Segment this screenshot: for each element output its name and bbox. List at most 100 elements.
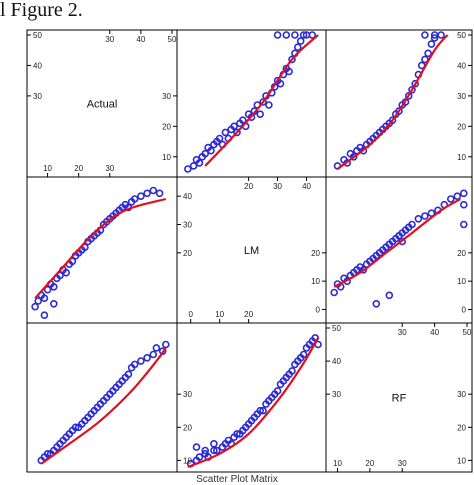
- tick-label: 30: [105, 164, 114, 173]
- data-point: [359, 265, 368, 274]
- tick-label: 20: [244, 182, 253, 191]
- variable-label-rf: RF: [392, 393, 407, 405]
- data-point: [210, 439, 218, 448]
- tick-label: 30: [273, 182, 282, 191]
- data-point: [299, 31, 308, 39]
- data-point: [195, 453, 204, 461]
- data-point: [56, 271, 64, 280]
- data-point: [195, 159, 204, 167]
- tick-label: 40: [332, 357, 341, 366]
- data-point: [31, 302, 39, 311]
- tick-label: 20: [183, 249, 192, 258]
- data-point: [427, 209, 436, 217]
- tick-label: 0: [316, 306, 321, 315]
- data-point: [285, 67, 293, 76]
- scatter-plot-matrix: Actual 10 20 30 30 40 50 30 40 50 10 20 30 LM 0 10 20 20 3…: [26, 29, 473, 473]
- tick-label: 50: [168, 35, 177, 44]
- smoother-curve: [336, 34, 449, 170]
- data-point: [459, 200, 468, 209]
- data-point: [388, 116, 397, 124]
- tick-label: 10: [162, 153, 171, 162]
- data-point: [239, 116, 247, 124]
- data-point: [265, 101, 273, 109]
- figure-caption-top: l Figure 2.: [0, 0, 83, 21]
- data-point: [43, 449, 52, 458]
- panel-frame-rf-rf: [325, 322, 473, 473]
- data-point: [414, 215, 423, 223]
- data-point: [421, 212, 429, 220]
- tick-label: 20: [74, 164, 83, 173]
- panel-actual-vs-rf: [333, 31, 449, 170]
- data-point: [213, 446, 221, 455]
- smoother-curve: [187, 337, 320, 469]
- data-point: [308, 31, 317, 39]
- panel-frame-lm-actual: [26, 176, 178, 324]
- data-point: [273, 31, 282, 39]
- panel-rf-vs-actual: [37, 340, 170, 465]
- data-point: [293, 43, 302, 52]
- data-point: [424, 49, 432, 58]
- data-point: [130, 195, 139, 203]
- data-point: [201, 446, 209, 455]
- data-point: [256, 406, 265, 415]
- data-point: [408, 220, 416, 229]
- variable-label-actual: Actual: [87, 99, 118, 111]
- data-point: [459, 220, 468, 229]
- tick-label: 30: [398, 328, 407, 337]
- data-point: [411, 79, 420, 88]
- data-point: [233, 430, 241, 438]
- smoother-curve: [40, 347, 167, 465]
- panel-frame-rf-lm: [176, 322, 327, 473]
- data-point: [430, 34, 439, 42]
- smoother-curve: [333, 198, 462, 288]
- panel-rf-vs-lm: [186, 334, 322, 469]
- data-point: [385, 291, 394, 300]
- tick-label: 40: [430, 328, 439, 337]
- tick-label: 50: [33, 31, 42, 40]
- tick-label: 40: [183, 192, 192, 201]
- data-point: [247, 113, 256, 121]
- tick-label: 50: [457, 31, 466, 40]
- data-point: [34, 297, 43, 305]
- data-point: [459, 189, 468, 198]
- tick-label: 50: [332, 324, 341, 333]
- tick-label: 10: [215, 310, 224, 319]
- tick-label: 10: [43, 164, 52, 173]
- tick-label: 30: [33, 92, 42, 101]
- tick-label: 30: [162, 92, 171, 101]
- data-point: [162, 340, 170, 349]
- data-point: [137, 192, 145, 200]
- tick-label: 20: [365, 459, 374, 468]
- data-point: [282, 31, 291, 39]
- panel-frame-lm-rf: [325, 176, 473, 324]
- data-point: [453, 192, 462, 200]
- data-point: [40, 294, 49, 303]
- data-point: [404, 92, 413, 100]
- data-point: [130, 360, 139, 369]
- data-point: [143, 189, 151, 198]
- data-point: [259, 98, 267, 106]
- tick-label: 30: [398, 459, 407, 468]
- tick-label: 0: [462, 306, 467, 315]
- data-point: [276, 79, 285, 88]
- smoother-curve: [204, 34, 319, 167]
- tick-label: 30: [457, 390, 466, 399]
- data-point: [71, 423, 80, 432]
- data-point: [288, 367, 296, 375]
- data-point: [230, 122, 238, 131]
- data-point: [330, 288, 339, 297]
- panel-lm-vs-actual: [31, 186, 167, 320]
- data-point: [427, 40, 436, 48]
- tick-label: 40: [457, 61, 466, 70]
- tick-label: 40: [33, 61, 42, 70]
- tick-label: 50: [463, 328, 472, 337]
- tick-label: 10: [457, 277, 466, 286]
- smoother-curve: [34, 197, 167, 299]
- tick-label: 40: [136, 35, 145, 44]
- data-point: [184, 165, 192, 173]
- tick-label: 10: [457, 456, 466, 465]
- data-point: [207, 146, 215, 155]
- data-point: [189, 162, 198, 170]
- data-point: [233, 128, 241, 137]
- data-point: [143, 353, 151, 362]
